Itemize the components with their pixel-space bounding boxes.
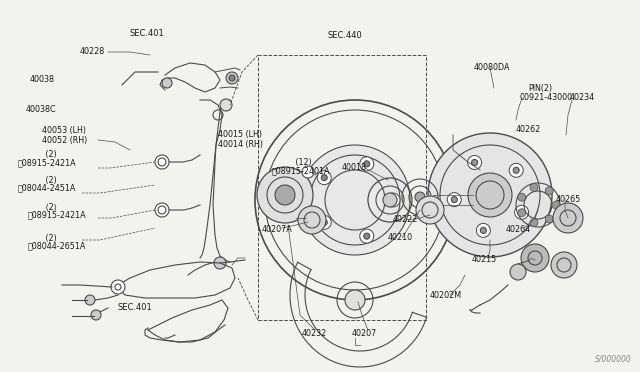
Circle shape	[275, 185, 295, 205]
Text: 40015 (LH): 40015 (LH)	[218, 131, 262, 140]
Text: 40264: 40264	[506, 225, 531, 234]
Text: 40207: 40207	[352, 330, 377, 339]
Text: 40038: 40038	[30, 76, 55, 84]
Circle shape	[257, 167, 313, 223]
Circle shape	[85, 295, 95, 305]
Bar	[433, 175, 473, 215]
Circle shape	[518, 193, 526, 201]
Circle shape	[481, 227, 486, 233]
Text: SEC.401: SEC.401	[130, 29, 164, 38]
Text: 40265: 40265	[556, 196, 581, 205]
Circle shape	[428, 133, 552, 257]
Text: 40014 (RH): 40014 (RH)	[218, 140, 263, 148]
Text: 40080DA: 40080DA	[474, 62, 511, 71]
Circle shape	[476, 223, 490, 237]
Circle shape	[111, 280, 125, 294]
Circle shape	[530, 218, 538, 227]
Circle shape	[416, 196, 444, 224]
Circle shape	[214, 257, 226, 269]
Circle shape	[317, 171, 332, 185]
Circle shape	[386, 193, 400, 207]
Circle shape	[510, 264, 526, 280]
Circle shape	[155, 203, 169, 217]
Text: PIN(2): PIN(2)	[528, 84, 552, 93]
Circle shape	[345, 290, 365, 310]
Circle shape	[468, 155, 481, 170]
Text: Ⓦ08915-2421A: Ⓦ08915-2421A	[18, 158, 77, 167]
Text: SEC.440: SEC.440	[328, 31, 363, 39]
Text: 40053 (LH): 40053 (LH)	[42, 126, 86, 135]
Circle shape	[509, 163, 523, 177]
Circle shape	[317, 215, 332, 229]
Circle shape	[415, 192, 425, 202]
Circle shape	[530, 183, 538, 192]
Text: 40038C: 40038C	[26, 106, 56, 115]
Bar	[258, 55, 426, 320]
Circle shape	[162, 78, 172, 88]
Text: 40210: 40210	[388, 234, 413, 243]
Circle shape	[552, 201, 560, 209]
Text: SEC.401: SEC.401	[118, 304, 153, 312]
Circle shape	[91, 310, 101, 320]
Circle shape	[521, 244, 549, 272]
Text: Ⓑ08044-2451A: Ⓑ08044-2451A	[18, 183, 76, 192]
Circle shape	[390, 197, 396, 203]
Circle shape	[545, 215, 553, 223]
Circle shape	[364, 161, 370, 167]
Text: (2): (2)	[38, 234, 57, 243]
Text: 40222: 40222	[393, 215, 419, 224]
Circle shape	[364, 233, 370, 239]
Text: 40052 (RH): 40052 (RH)	[42, 135, 87, 144]
Text: 40232: 40232	[302, 330, 327, 339]
Circle shape	[545, 187, 553, 195]
Circle shape	[300, 145, 410, 255]
Circle shape	[472, 160, 477, 166]
Circle shape	[518, 209, 526, 217]
Text: Ⓦ08915-2421A: Ⓦ08915-2421A	[28, 211, 86, 219]
Text: (12): (12)	[288, 158, 312, 167]
Text: 40262: 40262	[516, 125, 541, 135]
Circle shape	[551, 252, 577, 278]
Circle shape	[518, 209, 525, 215]
Circle shape	[298, 206, 326, 234]
Circle shape	[302, 166, 314, 178]
Circle shape	[155, 155, 169, 169]
Text: (2): (2)	[38, 176, 57, 185]
Circle shape	[226, 72, 238, 84]
Text: (2): (2)	[38, 151, 57, 160]
Circle shape	[360, 157, 374, 171]
Text: 40018: 40018	[342, 164, 367, 173]
Circle shape	[321, 219, 327, 225]
Text: S/000000: S/000000	[595, 355, 632, 364]
Text: 40207A: 40207A	[262, 225, 292, 234]
Circle shape	[321, 175, 327, 181]
Circle shape	[383, 193, 397, 207]
Text: 40228: 40228	[80, 48, 105, 57]
Text: 00921-43000: 00921-43000	[520, 93, 573, 103]
Circle shape	[220, 99, 232, 111]
Circle shape	[553, 203, 583, 233]
Text: 40215: 40215	[472, 256, 497, 264]
Circle shape	[513, 167, 519, 173]
Circle shape	[447, 193, 461, 206]
Circle shape	[515, 205, 529, 219]
Text: 40202M: 40202M	[430, 291, 462, 299]
Circle shape	[229, 75, 235, 81]
Circle shape	[451, 197, 458, 203]
Text: Ⓦ08915-2401A: Ⓦ08915-2401A	[272, 167, 330, 176]
Circle shape	[468, 173, 512, 217]
Circle shape	[360, 229, 374, 243]
Text: ⟨2⟩: ⟨2⟩	[38, 202, 57, 212]
Text: Ⓑ08044-2651A: Ⓑ08044-2651A	[28, 241, 86, 250]
Text: 40234: 40234	[570, 93, 595, 103]
